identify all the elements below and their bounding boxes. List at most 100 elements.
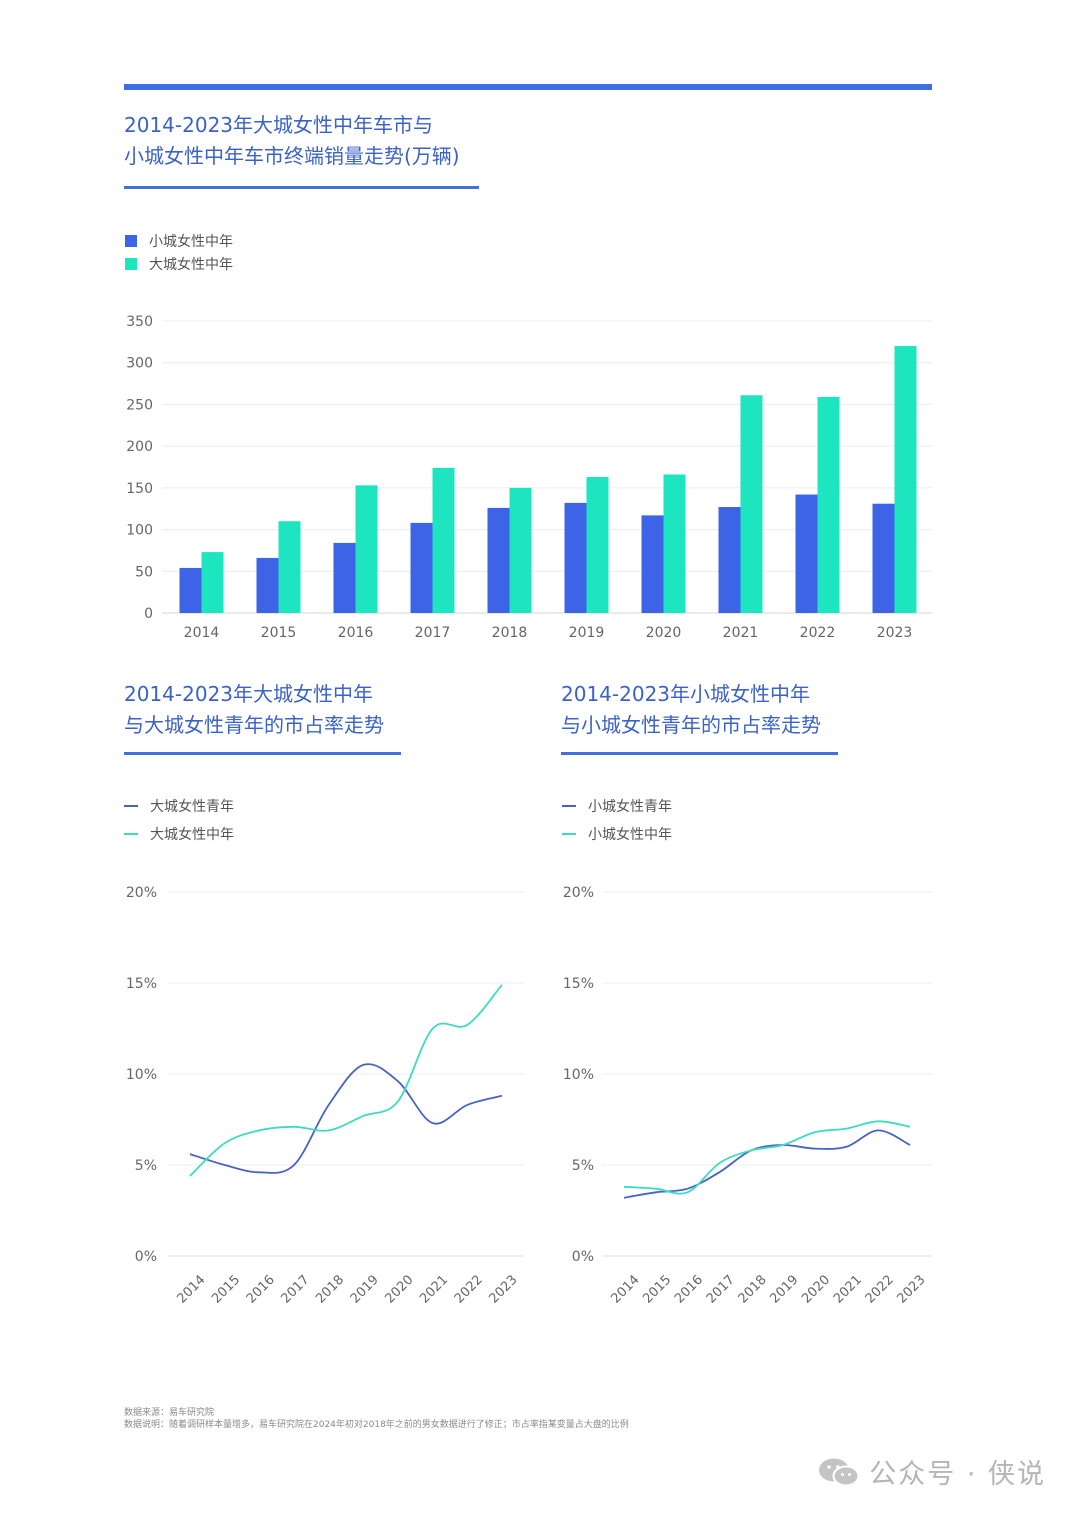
bar-big-city-middle <box>586 477 609 613</box>
bar-x-tick-label: 2021 <box>723 625 759 641</box>
footnote-note: 数据说明：随着调研样本量增多，易车研究院在2024年初对2018年之前的男女数据… <box>124 1420 629 1430</box>
bar-y-tick-label: 200 <box>126 439 153 455</box>
line-x-tick-label: 2015 <box>209 1273 243 1307</box>
line-y-tick-label: 5% <box>572 1158 594 1174</box>
line-x-tick-label: 2022 <box>863 1273 897 1307</box>
legend-label-small-city-middle: 小城女性中年 <box>149 233 233 250</box>
bar-small-city-middle <box>256 557 279 613</box>
bar-big-city-middle <box>278 521 301 613</box>
legend-swatch-small-city-youth <box>562 805 576 807</box>
legend-swatch-small-city-middle-line <box>562 833 576 835</box>
legend-swatch-big-city-middle <box>125 257 137 270</box>
line-x-tick-label: 2020 <box>799 1273 833 1307</box>
line-x-tick-label: 2022 <box>452 1273 486 1307</box>
line-y-tick-label: 15% <box>563 976 594 992</box>
line-series-middle <box>189 984 503 1177</box>
line-y-tick-label: 5% <box>135 1158 157 1174</box>
bar-x-tick-label: 2015 <box>261 625 297 641</box>
line-y-tick-label: 0% <box>135 1249 157 1265</box>
left-chart-title-line2: 与大城女性青年的市占率走势 <box>124 713 384 737</box>
line-y-tick-label: 10% <box>126 1067 157 1083</box>
bar-small-city-middle <box>333 542 356 613</box>
bar-big-city-middle <box>201 552 224 613</box>
line-x-tick-label: 2018 <box>736 1273 770 1307</box>
bar-small-city-middle <box>795 494 818 613</box>
bar-x-tick-label: 2019 <box>569 625 605 641</box>
legend-item-small-city-middle-line: 小城女性中年 <box>562 820 672 848</box>
line-series-youth <box>623 1129 911 1199</box>
legend-swatch-big-city-middle-line <box>124 833 138 835</box>
top-accent-bar <box>124 84 932 90</box>
bar-small-city-middle <box>179 567 202 613</box>
footnote-source: 数据来源：易车研究院 <box>124 1408 215 1418</box>
line-x-tick-label: 2021 <box>417 1273 451 1307</box>
right-chart-title-line2: 与小城女性青年的市占率走势 <box>561 713 821 737</box>
line-x-tick-label: 2017 <box>279 1273 313 1307</box>
legend-label-small-city-youth: 小城女性青年 <box>588 799 672 815</box>
bar-big-city-middle <box>509 487 532 613</box>
line-y-tick-label: 20% <box>126 885 157 901</box>
line-x-tick-label: 2021 <box>831 1273 865 1307</box>
bar-x-tick-label: 2023 <box>877 625 913 641</box>
footnotes: 数据来源：易车研究院 数据说明：随着调研样本量增多，易车研究院在2024年初对2… <box>124 1407 629 1431</box>
bar-big-city-middle <box>355 485 378 613</box>
line-x-tick-label: 2023 <box>895 1273 929 1307</box>
watermark: 公众号 · 侠说 <box>817 1452 1046 1491</box>
bar-big-city-middle <box>740 395 763 613</box>
line-x-tick-label: 2017 <box>704 1273 738 1307</box>
bar-small-city-middle <box>872 503 895 613</box>
bar-chart-legend: 小城女性中年 大城女性中年 <box>125 229 233 275</box>
bar-y-tick-label: 250 <box>126 397 153 413</box>
bar-y-tick-label: 100 <box>126 523 153 539</box>
line-series-youth <box>189 1063 503 1174</box>
bar-chart-title-underline <box>124 186 479 189</box>
bar-y-tick-label: 150 <box>126 481 153 497</box>
bar-x-tick-label: 2016 <box>338 625 374 641</box>
bar-y-tick-label: 0 <box>144 606 153 622</box>
right-chart-title: 2014-2023年小城女性中年 与小城女性青年的市占率走势 <box>561 679 821 741</box>
line-series-middle <box>623 1120 911 1195</box>
line-x-tick-label: 2015 <box>640 1273 674 1307</box>
line-y-tick-label: 20% <box>563 885 594 901</box>
legend-swatch-big-city-youth <box>124 805 138 807</box>
line-y-tick-label: 0% <box>572 1249 594 1265</box>
left-chart-title: 2014-2023年大城女性中年 与大城女性青年的市占率走势 <box>124 679 384 741</box>
bar-chart-title-line1: 2014-2023年大城女性中年车市与 <box>124 113 434 137</box>
left-chart-title-line1: 2014-2023年大城女性中年 <box>124 682 374 706</box>
bar-small-city-middle <box>564 502 587 613</box>
left-chart-legend: 大城女性青年 大城女性中年 <box>124 792 234 848</box>
line-y-tick-label: 15% <box>126 976 157 992</box>
left-chart-title-underline <box>124 752 401 755</box>
legend-item-small-city-middle: 小城女性中年 <box>125 229 233 252</box>
bar-y-tick-label: 350 <box>126 314 153 330</box>
bar-x-tick-label: 2014 <box>184 625 220 641</box>
legend-item-big-city-youth: 大城女性青年 <box>124 792 234 820</box>
legend-label-big-city-middle-line: 大城女性中年 <box>150 827 234 843</box>
watermark-text: 公众号 · 侠说 <box>869 1459 1046 1490</box>
legend-label-big-city-youth: 大城女性青年 <box>150 799 234 815</box>
line-x-tick-label: 2020 <box>383 1273 417 1307</box>
line-x-tick-label: 2014 <box>175 1273 209 1307</box>
legend-item-small-city-youth: 小城女性青年 <box>562 792 672 820</box>
line-y-tick-label: 10% <box>563 1067 594 1083</box>
legend-swatch-small-city-middle <box>125 234 137 247</box>
bar-y-tick-label: 50 <box>135 564 153 580</box>
right-chart-legend: 小城女性青年 小城女性中年 <box>562 792 672 848</box>
legend-item-big-city-middle: 大城女性中年 <box>125 252 233 275</box>
bar-small-city-middle <box>487 507 510 613</box>
line-x-tick-label: 2016 <box>244 1273 278 1307</box>
bar-big-city-middle <box>817 396 840 613</box>
bar-small-city-middle <box>641 515 664 613</box>
bar-x-tick-label: 2017 <box>415 625 451 641</box>
bar-x-tick-label: 2018 <box>492 625 528 641</box>
bar-y-tick-label: 300 <box>126 356 153 372</box>
bar-chart-title-line2: 小城女性中年车市终端销量走势(万辆) <box>124 144 460 168</box>
legend-label-small-city-middle-line: 小城女性中年 <box>588 827 672 843</box>
legend-label-big-city-middle: 大城女性中年 <box>149 256 233 273</box>
line-x-tick-label: 2018 <box>313 1273 347 1307</box>
right-chart-title-line1: 2014-2023年小城女性中年 <box>561 682 811 706</box>
bar-big-city-middle <box>432 467 455 613</box>
wechat-icon <box>819 1458 860 1486</box>
line-x-tick-label: 2023 <box>487 1273 521 1307</box>
